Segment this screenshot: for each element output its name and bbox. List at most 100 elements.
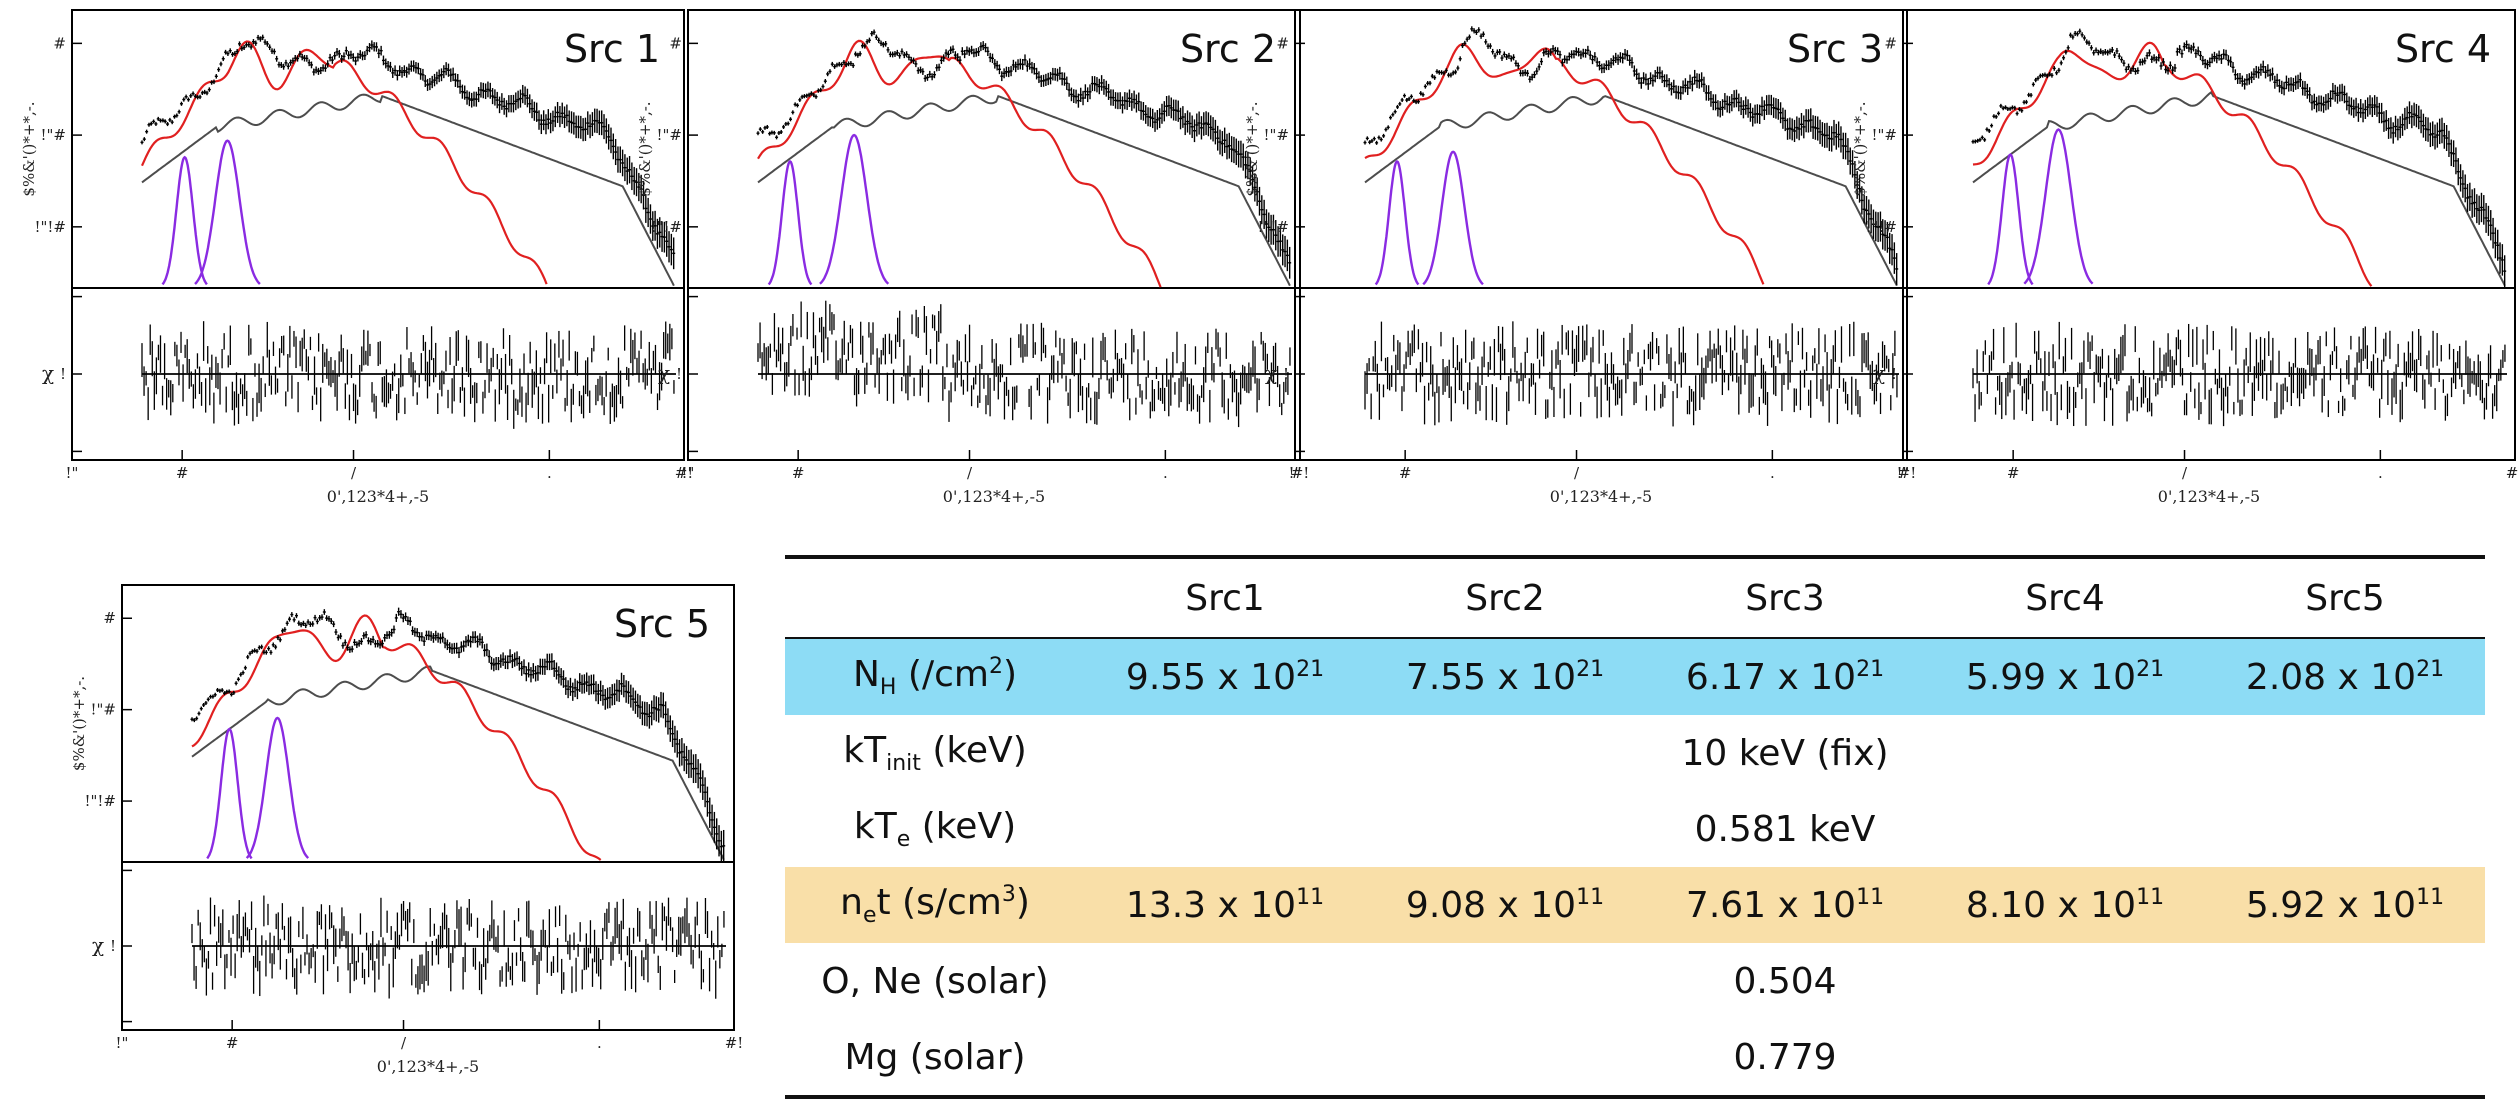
net-value-src5: 5.92 x 1011 xyxy=(2245,884,2445,926)
y-tick-label: !"!# xyxy=(1865,218,1897,236)
y-axis-label: $%&'()*+*,-. xyxy=(70,676,88,771)
x-tick-label: / xyxy=(2182,464,2188,482)
red-component-line xyxy=(757,39,1162,288)
net-value-src1: 13.3 x 1011 xyxy=(1125,884,1325,926)
resid-tick-label: ! xyxy=(110,937,116,955)
spectrum-panel-5: Src 5#!"#!"!#$%&'()*+*,-.χ !!" # /. #!0',123… xyxy=(70,584,744,1076)
x-tick-label: #! xyxy=(2506,464,2520,482)
fit-parameter-table: Src1 Src2 Src3 Src4 Src5 NH (/cm2) 9.55 … xyxy=(785,555,2485,1099)
purple-line-component-1 xyxy=(1987,153,2034,286)
purple-line-component-2 xyxy=(2023,128,2094,285)
o-ne-value: 0.504 xyxy=(1733,960,1837,1002)
x-tick-label: / xyxy=(1574,464,1580,482)
model-continuum-line xyxy=(1972,90,2506,287)
red-component-line xyxy=(1972,41,2373,287)
purple-line-component-2 xyxy=(194,139,261,285)
spectrum-panel-4: Src 4#!"#!"!#$%&'()*+*,-.χ!!"#/.#!0',123… xyxy=(1851,9,2520,506)
resid-axis-label: χ xyxy=(1265,361,1277,385)
kt-e-label: kTe (keV) xyxy=(853,805,1017,853)
table-row-o-ne: O, Ne (solar) 0.504 xyxy=(785,943,2485,1019)
y-tick-label: # xyxy=(53,34,66,52)
y-tick-label: # xyxy=(1884,34,1897,52)
y-tick-label: # xyxy=(1276,34,1289,52)
table-header-row: Src1 Src2 Src3 Src4 Src5 xyxy=(785,557,2485,639)
panel-title: Src 2 xyxy=(1180,27,1276,71)
nh-value-src4: 5.99 x 1021 xyxy=(1965,656,2165,698)
x-tick-label: # xyxy=(176,464,189,482)
x-tick-label: . xyxy=(547,464,552,482)
y-tick-label: # xyxy=(669,34,682,52)
resid-tick-label: ! xyxy=(1891,365,1897,383)
nh-value-src1: 9.55 x 1021 xyxy=(1125,656,1325,698)
purple-line-component-2 xyxy=(245,716,310,859)
resid-tick-label: ! xyxy=(676,365,682,383)
purple-line-component-2 xyxy=(1422,150,1484,286)
header-empty xyxy=(785,557,1085,639)
net-value-src2: 9.08 x 1011 xyxy=(1405,884,1605,926)
net-value-src4: 8.10 x 1011 xyxy=(1965,884,2165,926)
mg-value: 0.779 xyxy=(1733,1036,1837,1078)
header-src3: Src3 xyxy=(1645,557,1925,639)
spectrum-panel-2: Src 2#!"#!"!#$%&'()*+*,-.χ !!" # /. #!0',123… xyxy=(636,9,1310,506)
x-tick-label: !" xyxy=(682,464,695,482)
x-tick-label: #! xyxy=(1291,464,1310,482)
model-continuum-line xyxy=(141,93,675,287)
x-tick-label: . xyxy=(2378,464,2383,482)
y-tick-label: !"!# xyxy=(1257,218,1289,236)
x-axis-label: 0',123*4+,-5 xyxy=(377,1057,479,1076)
x-tick-label: / xyxy=(967,464,973,482)
panel-frame xyxy=(121,584,735,1031)
panel-frame xyxy=(1294,9,1908,461)
x-tick-label: . xyxy=(1163,464,1168,482)
y-tick-label: !"# xyxy=(657,126,683,144)
x-tick-label: #! xyxy=(1898,464,1917,482)
kt-e-value: 0.581 keV xyxy=(1694,808,1876,850)
resid-tick-label: ! xyxy=(60,365,66,383)
resid-axis-label: χ xyxy=(658,361,670,385)
y-axis-label: $%&'()*+*,-. xyxy=(636,101,654,196)
y-tick-label: !"# xyxy=(1872,126,1898,144)
table-row-kt-init: kTinit (keV) 10 keV (fix) xyxy=(785,715,2485,791)
spectrum-panel-3: Src 3#!"#!"!#$%&'()*+*,-.χ !!" # /. #!0',123… xyxy=(1243,9,1917,506)
panel-frame xyxy=(687,9,1301,461)
x-axis-label: 0',123*4+,-5 xyxy=(1550,487,1652,506)
panel-title: Src 1 xyxy=(564,27,660,71)
x-tick-label: # xyxy=(2007,464,2020,482)
header-src5: Src5 xyxy=(2205,557,2485,639)
x-axis-label: 0',123*4+,-5 xyxy=(327,487,429,506)
kt-init-label: kTinit (keV) xyxy=(843,729,1027,777)
resid-axis-label: χ xyxy=(42,361,54,385)
spectrum-panel-1: Src 1#!"#!"!#$%&'()*+*,-.χ !!" # /. #!0',123… xyxy=(20,9,694,506)
x-tick-label: # xyxy=(792,464,805,482)
table-row-mg: Mg (solar) 0.779 xyxy=(785,1019,2485,1097)
red-component-line xyxy=(191,614,602,861)
y-tick-label: !"!# xyxy=(650,218,682,236)
table-row-kt-e: kTe (keV) 0.581 keV xyxy=(785,791,2485,867)
model-continuum-line xyxy=(757,94,1291,287)
y-axis-label: $%&'()*+*,-. xyxy=(20,101,38,196)
nh-value-src5: 2.08 x 1021 xyxy=(2245,656,2445,698)
net-value-src3: 7.61 x 1011 xyxy=(1685,884,1885,926)
nh-label: NH (/cm2) xyxy=(852,653,1017,701)
panel-title: Src 5 xyxy=(614,602,710,646)
net-label: net (s/cm3) xyxy=(840,881,1030,929)
header-src2: Src2 xyxy=(1365,557,1645,639)
model-continuum-line xyxy=(191,665,725,861)
x-tick-label: #! xyxy=(675,464,694,482)
kt-init-value: 10 keV (fix) xyxy=(1681,732,1889,774)
resid-tick-label: ! xyxy=(1283,365,1289,383)
x-tick-label: !" xyxy=(1897,464,1910,482)
header-src1: Src1 xyxy=(1085,557,1365,639)
x-tick-label: / xyxy=(351,464,357,482)
purple-line-component-1 xyxy=(206,727,253,860)
y-tick-label: !"!# xyxy=(84,792,116,810)
y-tick-label: !"!# xyxy=(34,218,66,236)
nh-value-src2: 7.55 x 1021 xyxy=(1405,656,1605,698)
red-component-line xyxy=(1364,43,1765,285)
x-tick-label: !" xyxy=(1289,464,1302,482)
x-tick-label: #! xyxy=(725,1034,744,1052)
x-tick-label: # xyxy=(1399,464,1412,482)
table-row-nh: NH (/cm2) 9.55 x 1021 7.55 x 1021 6.17 x… xyxy=(785,638,2485,715)
red-component-line xyxy=(140,40,548,285)
